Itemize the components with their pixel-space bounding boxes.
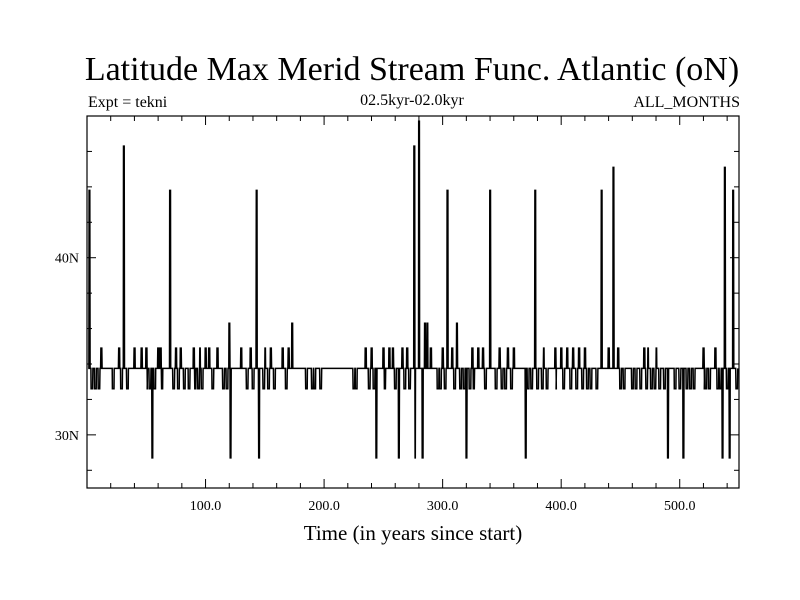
subtitle-left: Expt = tekni — [88, 94, 168, 111]
x-tick-label: 100.0 — [190, 499, 222, 514]
x-axis-label: Time (in years since start) — [304, 521, 523, 545]
x-tick-label: 300.0 — [427, 499, 459, 514]
axis-ticks — [87, 115, 739, 488]
series-line — [88, 120, 739, 459]
plot-frame — [86, 115, 740, 489]
x-tick-label: 500.0 — [664, 499, 696, 514]
y-tick-label: 40N — [55, 252, 79, 267]
y-tick-label: 30N — [55, 429, 79, 444]
chart-title: Latitude Max Merid Stream Func. Atlantic… — [85, 51, 739, 88]
axis-tick-labels: 100.0 200.0 300.0 400.0 500.0 30N 40N — [55, 252, 696, 514]
x-tick-label: 400.0 — [545, 499, 577, 514]
subtitle-right: ALL_MONTHS — [633, 94, 740, 111]
x-tick-label: 200.0 — [308, 499, 340, 514]
subtitle-center: 02.5kyr-02.0kyr — [360, 92, 464, 109]
